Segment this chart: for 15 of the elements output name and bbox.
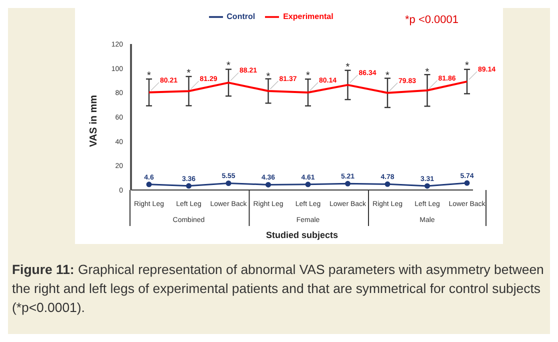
- annotation: *: [425, 66, 430, 78]
- annotation: *: [226, 60, 231, 72]
- annotation: *: [346, 62, 350, 73]
- x-axis-title: Studied subjects: [266, 230, 338, 240]
- legend-label: Experimental: [283, 12, 334, 22]
- annotation: *: [386, 70, 390, 82]
- annotation: *: [147, 70, 152, 82]
- y-axis-title: VAS in mm: [88, 94, 100, 147]
- caption: Figure 11: Graphical representation of abnormal VAS parameters with asymmetry between the right and left legs of experimental patients and that are symmetrical for control subjects (*p<0.0001).: [12, 261, 545, 317]
- annotation: *: [306, 70, 310, 82]
- annotation: *: [186, 68, 191, 79]
- text: *p <0.0001: [405, 14, 459, 26]
- legend-label: Control: [226, 12, 256, 22]
- annotation: *: [266, 72, 270, 83]
- annotation: *: [465, 60, 470, 72]
